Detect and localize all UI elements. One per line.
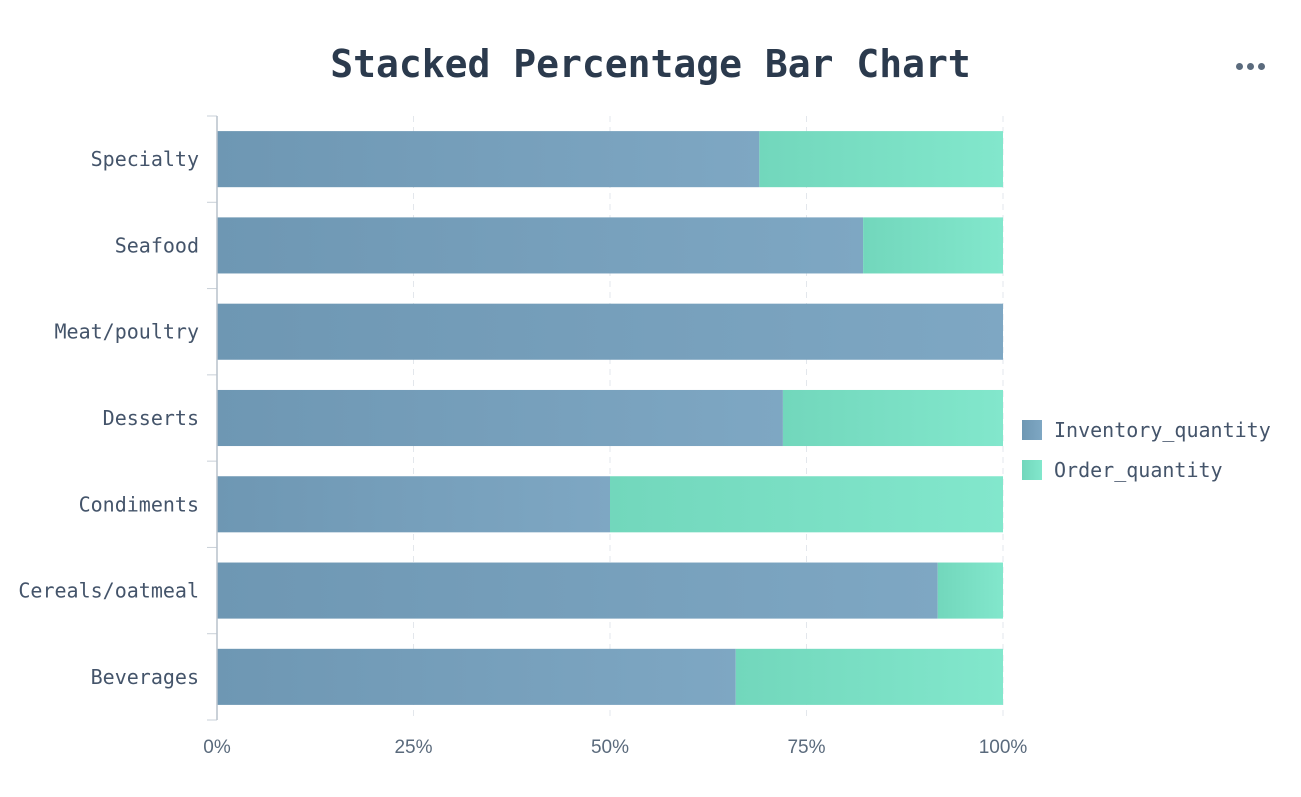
- legend-swatch: [1022, 420, 1042, 440]
- more-horizontal-icon-dot: [1257, 62, 1265, 70]
- x-tick-label: 25%: [394, 737, 432, 758]
- y-tick-label: Specialty: [91, 147, 199, 171]
- bar-order-quantity-beverages[interactable]: [735, 648, 1003, 705]
- y-tick-label: Seafood: [115, 233, 199, 257]
- bar-inventory-quantity-beverages[interactable]: [217, 648, 736, 705]
- bar-order-quantity-cereals-oatmeal[interactable]: [937, 562, 1003, 619]
- y-tick-label: Meat/poultry: [55, 320, 200, 344]
- x-tick-label: 0%: [203, 737, 231, 758]
- x-tick-label: 100%: [979, 737, 1028, 758]
- legend-swatch: [1022, 460, 1042, 480]
- bars: [217, 131, 1003, 705]
- bar-inventory-quantity-meat-poultry[interactable]: [217, 303, 1003, 360]
- legend: Inventory_quantity Order_quantity: [1022, 410, 1271, 490]
- more-options-button[interactable]: [1228, 52, 1272, 80]
- y-tick-label: Cereals/oatmeal: [18, 579, 199, 603]
- bar-inventory-quantity-specialty[interactable]: [217, 131, 760, 188]
- x-tick-label: 75%: [787, 737, 825, 758]
- legend-item-inventory-quantity[interactable]: Inventory_quantity: [1022, 410, 1271, 450]
- y-tick-label: Desserts: [103, 406, 199, 430]
- bar-order-quantity-specialty[interactable]: [759, 131, 1003, 188]
- y-tick-label: Condiments: [79, 492, 199, 516]
- bar-inventory-quantity-desserts[interactable]: [217, 389, 783, 447]
- axes: Beverages Cereals/oatmeal Condiments Desser…: [18, 115, 1028, 758]
- legend-label: Inventory_quantity: [1054, 418, 1271, 442]
- bar-inventory-quantity-condiments[interactable]: [217, 476, 610, 533]
- more-horizontal-icon-dot: [1246, 62, 1254, 70]
- bar-order-quantity-desserts[interactable]: [782, 389, 1003, 447]
- more-horizontal-icon: [1235, 62, 1243, 70]
- legend-label: Order_quantity: [1054, 458, 1223, 482]
- x-tick-label: 50%: [591, 737, 629, 758]
- chart-title: Stacked Percentage Bar Chart: [330, 42, 971, 86]
- bar-inventory-quantity-seafood[interactable]: [217, 217, 864, 274]
- legend-item-order-quantity[interactable]: Order_quantity: [1022, 450, 1271, 490]
- bar-order-quantity-condiments[interactable]: [610, 476, 1003, 533]
- bar-inventory-quantity-cereals-oatmeal[interactable]: [217, 562, 938, 619]
- y-tick-label: Beverages: [91, 665, 199, 689]
- bar-order-quantity-seafood[interactable]: [863, 217, 1003, 274]
